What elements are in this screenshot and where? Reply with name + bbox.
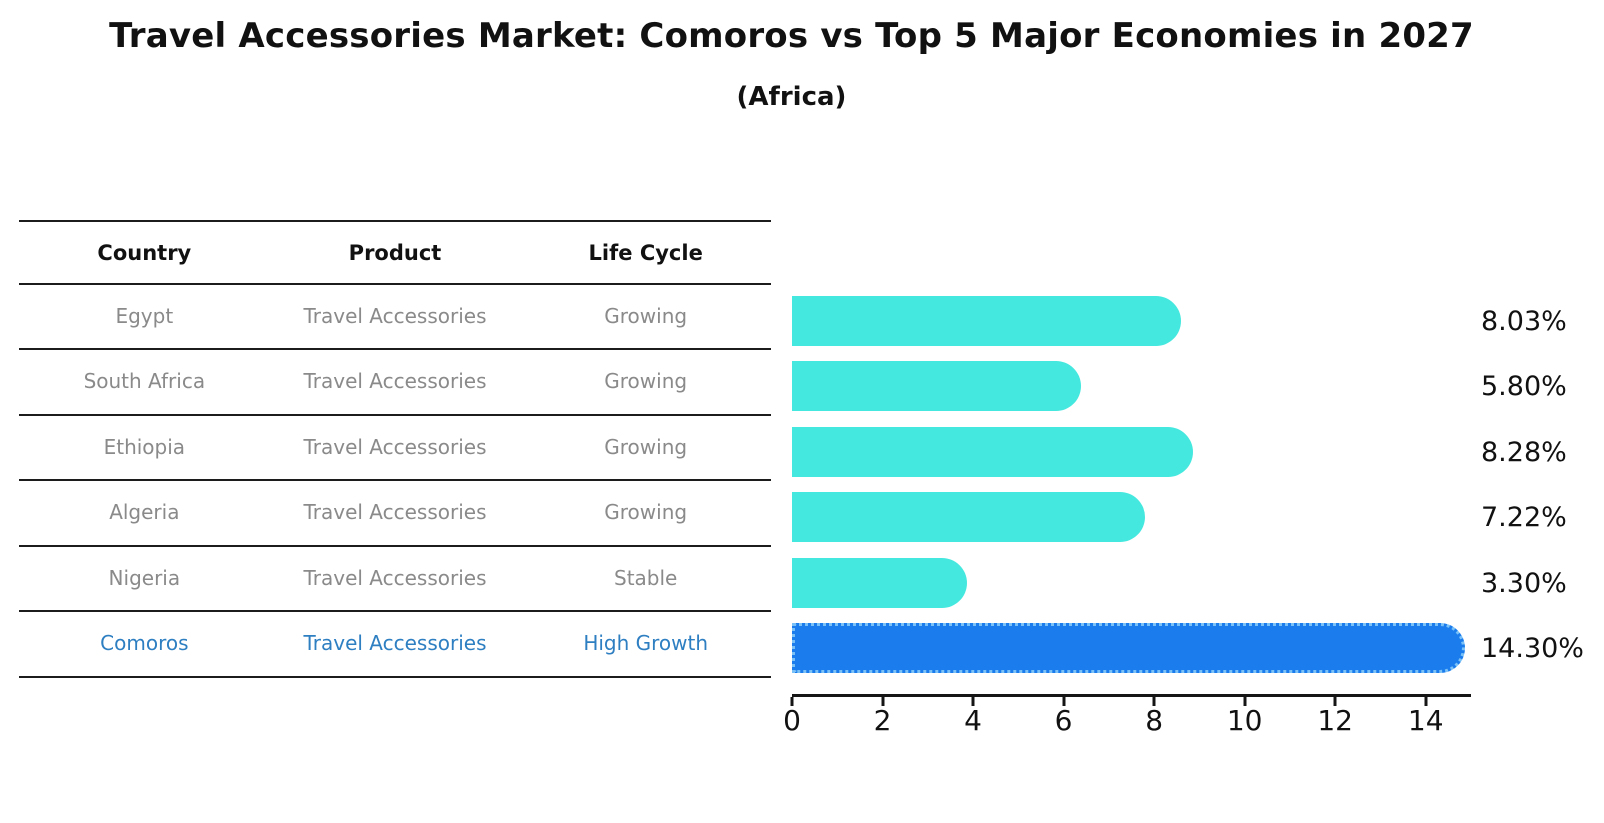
x-tick xyxy=(881,697,885,706)
row-divider xyxy=(19,414,771,416)
cell-country: South Africa xyxy=(83,368,206,393)
column-header-lifecycle: Life Cycle xyxy=(588,240,703,265)
bar-egypt xyxy=(792,296,1182,346)
table-border-top xyxy=(19,220,771,222)
column-header-country: Country xyxy=(97,240,192,265)
x-tick-label: 0 xyxy=(783,704,801,737)
table-border-bottom xyxy=(19,676,771,678)
cell-life-cycle: Growing xyxy=(604,303,688,328)
value-label: 5.80% xyxy=(1481,370,1567,402)
x-tick xyxy=(1243,697,1247,706)
x-tick-label: 4 xyxy=(964,704,982,737)
x-tick-label: 10 xyxy=(1226,704,1263,737)
cell-product: Travel Accessories xyxy=(303,303,487,328)
cell-product: Travel Accessories xyxy=(303,499,487,524)
x-tick xyxy=(790,697,794,706)
cell-country: Egypt xyxy=(115,303,174,328)
table-row: Algeria Travel Accessories Growing xyxy=(19,479,771,544)
column-header-product: Product xyxy=(348,240,442,265)
cell-product: Travel Accessories xyxy=(303,434,487,459)
x-tick xyxy=(1424,697,1428,706)
bar-row: 3.30% xyxy=(0,558,1604,608)
cell-country: Nigeria xyxy=(108,565,181,590)
bar-algeria xyxy=(792,492,1145,542)
bar-comoros-highlighted xyxy=(792,623,1466,673)
x-axis-line xyxy=(792,694,1471,697)
x-tick-label: 2 xyxy=(873,704,892,737)
row-divider xyxy=(19,479,771,481)
cell-life-cycle: Growing xyxy=(604,499,688,524)
value-label: 8.03% xyxy=(1481,305,1567,337)
table-header-divider xyxy=(19,283,771,285)
table-row: South Africa Travel Accessories Growing xyxy=(19,348,771,413)
cell-country: Comoros xyxy=(100,631,189,655)
x-tick xyxy=(1333,697,1337,706)
bar-row: 14.30% xyxy=(0,623,1604,673)
cell-product: Travel Accessories xyxy=(303,565,487,590)
x-tick-label: 14 xyxy=(1407,704,1444,737)
x-tick-label: 8 xyxy=(1145,704,1164,737)
x-tick-label: 6 xyxy=(1054,704,1073,737)
cell-life-cycle: Growing xyxy=(604,434,688,459)
cell-life-cycle: Growing xyxy=(604,368,688,393)
cell-product: Travel Accessories xyxy=(303,368,487,393)
bar-row: 5.80% xyxy=(0,361,1604,411)
table-header-row: Country Product Life Cycle xyxy=(19,222,771,283)
bar-row: 7.22% xyxy=(0,492,1604,542)
table-row: Ethiopia Travel Accessories Growing xyxy=(19,414,771,479)
table-row: Egypt Travel Accessories Growing xyxy=(19,283,771,348)
page-title: Travel Accessories Market: Comoros vs To… xyxy=(109,16,1474,56)
row-divider xyxy=(19,545,771,547)
bar-ethiopia xyxy=(792,427,1193,477)
bar-south-africa xyxy=(792,361,1081,411)
x-tick-label: 12 xyxy=(1317,704,1354,737)
cell-life-cycle: High Growth xyxy=(583,631,709,655)
x-tick xyxy=(1152,697,1156,706)
value-label: 3.30% xyxy=(1481,567,1567,599)
page-subtitle: (Africa) xyxy=(736,82,847,112)
bar-row: 8.28% xyxy=(0,427,1604,477)
table-row: Nigeria Travel Accessories Stable xyxy=(19,545,771,610)
bar-nigeria xyxy=(792,558,968,608)
cell-product: Travel Accessories xyxy=(303,631,487,655)
row-divider xyxy=(19,610,771,612)
cell-country: Algeria xyxy=(109,499,180,524)
value-label: 14.30% xyxy=(1481,632,1584,664)
x-tick xyxy=(1062,697,1066,706)
table-row-highlighted-comoros: Comoros Travel Accessories High Growth xyxy=(19,610,771,676)
cell-life-cycle: Stable xyxy=(614,565,678,590)
value-label: 8.28% xyxy=(1481,436,1567,468)
value-label: 7.22% xyxy=(1481,501,1567,533)
cell-country: Ethiopia xyxy=(103,434,186,459)
bar-row: 8.03% xyxy=(0,296,1604,346)
row-divider xyxy=(19,348,771,350)
x-tick xyxy=(971,697,975,706)
